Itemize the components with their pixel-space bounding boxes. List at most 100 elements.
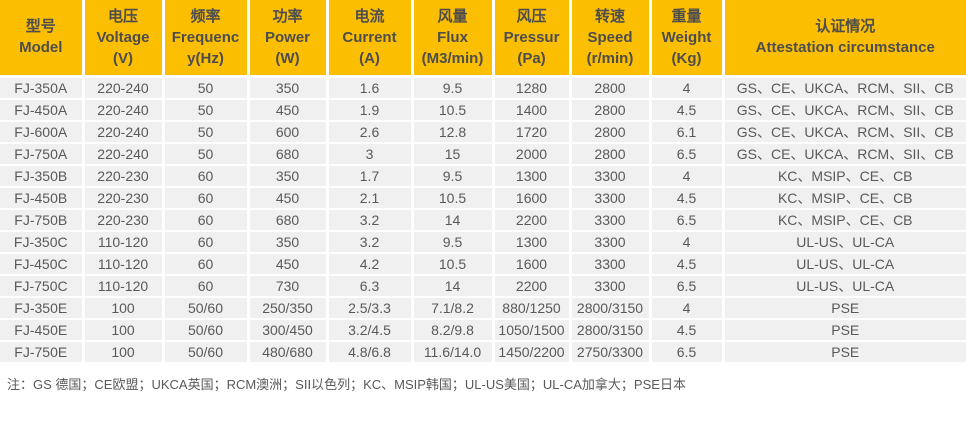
column-header-line: (W) (275, 49, 300, 67)
cell-flux: 8.2/9.8 (412, 318, 495, 342)
cell-weight: 4.5 (650, 318, 725, 342)
cell-weight: 6.5 (650, 274, 725, 298)
column-header-line: Attestation circumstance (755, 39, 935, 57)
cell-pressure: 2200 (493, 274, 572, 298)
cell-model: FJ-350E (0, 296, 85, 320)
cell-pressure: 880/1250 (493, 296, 572, 320)
cell-current: 2.1 (327, 186, 414, 210)
cell-frequency: 50/60 (163, 296, 250, 320)
cell-pressure: 1720 (493, 120, 572, 144)
cell-flux: 9.5 (412, 230, 495, 254)
cell-flux: 10.5 (412, 252, 495, 276)
cell-frequency: 50 (163, 98, 250, 122)
cell-power: 300/450 (248, 318, 329, 342)
cell-current: 6.3 (327, 274, 414, 298)
column-header-line: (r/min) (586, 49, 634, 67)
cell-weight: 6.5 (650, 142, 725, 166)
cell-voltage: 110-120 (83, 274, 165, 298)
cell-attestation: UL-US、UL-CA (723, 230, 966, 254)
cell-power: 350 (248, 164, 329, 188)
cell-attestation: PSE (723, 340, 966, 364)
cell-flux: 10.5 (412, 186, 495, 210)
table-row: FJ-750B 220-230 60 680 3.2 14 2200 3300 6.5 KC、MS… (0, 208, 966, 232)
cell-flux: 10.5 (412, 98, 495, 122)
column-header-line: Voltage (96, 28, 150, 46)
column-header-current: 电流 Current (A) (327, 0, 414, 78)
column-header-line: Model (19, 39, 63, 57)
column-header-line: 频率 (190, 7, 221, 25)
cell-flux: 9.5 (412, 164, 495, 188)
cell-model: FJ-600A (0, 120, 85, 144)
column-header-speed: 转速 Speed (r/min) (570, 0, 652, 78)
cell-model: FJ-750C (0, 274, 85, 298)
cell-pressure: 1400 (493, 98, 572, 122)
cell-power: 350 (248, 230, 329, 254)
cell-weight: 4.5 (650, 252, 725, 276)
cell-current: 3 (327, 142, 414, 166)
cell-attestation: GS、CE、UKCA、RCM、SII、CB (723, 120, 966, 144)
spec-table: 型号 Model 电压 Voltage (V) 频率 Frequenc y(Hz) 功率 Powe… (0, 0, 966, 364)
cell-pressure: 1600 (493, 252, 572, 276)
column-header-line: 电压 (107, 7, 138, 25)
cell-power: 680 (248, 208, 329, 232)
cell-voltage: 220-240 (83, 98, 165, 122)
table-row: FJ-450B 220-230 60 450 2.1 10.5 1600 3300 4.5 KC、… (0, 186, 966, 210)
cell-speed: 3300 (570, 274, 652, 298)
column-header-line: 型号 (25, 18, 56, 36)
cell-weight: 4.5 (650, 186, 725, 210)
table-row: FJ-450A 220-240 50 450 1.9 10.5 1400 2800 4.5 GS、… (0, 98, 966, 122)
table-body: FJ-350A 220-240 50 350 1.6 9.5 1280 2800 4 GS、CE、… (0, 76, 966, 364)
cell-speed: 2800 (570, 76, 652, 100)
cell-weight: 4 (650, 164, 725, 188)
cell-attestation: KC、MSIP、CE、CB (723, 208, 966, 232)
table-header: 型号 Model 电压 Voltage (V) 频率 Frequenc y(Hz) 功率 Powe… (0, 0, 966, 78)
cell-frequency: 50 (163, 76, 250, 100)
cell-attestation: GS、CE、UKCA、RCM、SII、CB (723, 76, 966, 100)
cell-current: 4.2 (327, 252, 414, 276)
cell-attestation: KC、MSIP、CE、CB (723, 164, 966, 188)
column-header-pressure: 风压 Pressur (Pa) (493, 0, 572, 78)
column-header-line: Flux (437, 28, 468, 46)
cell-current: 1.9 (327, 98, 414, 122)
table-row: FJ-600A 220-240 50 600 2.6 12.8 1720 2800 6.1 GS、… (0, 120, 966, 144)
cell-speed: 2800 (570, 142, 652, 166)
cell-model: FJ-350B (0, 164, 85, 188)
cell-pressure: 1450/2200 (493, 340, 572, 364)
cell-weight: 4 (650, 296, 725, 320)
cell-flux: 7.1/8.2 (412, 296, 495, 320)
cell-weight: 4 (650, 76, 725, 100)
table-row: FJ-450C 110-120 60 450 4.2 10.5 1600 3300 4.5 UL-… (0, 252, 966, 276)
column-header-line: 风压 (516, 7, 547, 25)
cell-model: FJ-350A (0, 76, 85, 100)
cell-power: 600 (248, 120, 329, 144)
cell-speed: 3300 (570, 208, 652, 232)
cell-voltage: 220-230 (83, 208, 165, 232)
cell-power: 730 (248, 274, 329, 298)
cell-current: 4.8/6.8 (327, 340, 414, 364)
column-header-line: (A) (359, 49, 380, 67)
column-header-voltage: 电压 Voltage (V) (83, 0, 165, 78)
column-header-line: (Kg) (671, 49, 702, 67)
cell-speed: 3300 (570, 230, 652, 254)
cell-frequency: 50/60 (163, 318, 250, 342)
cell-speed: 2800 (570, 120, 652, 144)
cell-speed: 3300 (570, 164, 652, 188)
column-header-frequency: 频率 Frequenc y(Hz) (163, 0, 250, 78)
column-header-line: Pressur (503, 28, 560, 46)
cell-frequency: 60 (163, 274, 250, 298)
cell-power: 480/680 (248, 340, 329, 364)
cell-flux: 14 (412, 208, 495, 232)
column-header-flux: 风量 Flux (M3/min) (412, 0, 495, 78)
cell-frequency: 60 (163, 252, 250, 276)
cell-power: 450 (248, 252, 329, 276)
cell-current: 3.2/4.5 (327, 318, 414, 342)
cell-frequency: 60 (163, 186, 250, 210)
column-header-line: 认证情况 (815, 18, 876, 36)
cell-model: FJ-450B (0, 186, 85, 210)
column-header-line: (V) (113, 49, 133, 67)
column-header-line: Speed (587, 28, 633, 46)
cell-frequency: 50 (163, 142, 250, 166)
cell-voltage: 220-230 (83, 164, 165, 188)
cell-pressure: 2200 (493, 208, 572, 232)
cell-voltage: 220-230 (83, 186, 165, 210)
